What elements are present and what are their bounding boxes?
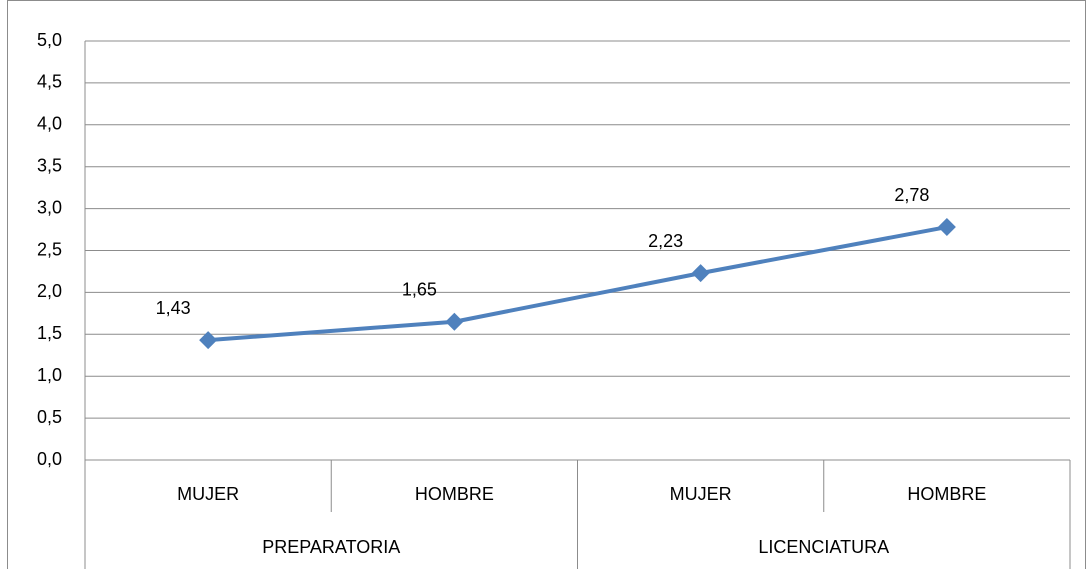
line xyxy=(207,225,948,343)
x-tick-label: MUJER xyxy=(670,484,732,504)
y-tick-label: 0,5 xyxy=(37,407,62,427)
data-label: 2,23 xyxy=(648,231,683,251)
y-tick-label: 2,5 xyxy=(37,239,62,259)
y-tick-label: 4,0 xyxy=(37,114,62,134)
y-tick-label: 1,0 xyxy=(37,365,62,385)
x-tick-label: MUJER xyxy=(177,484,239,504)
y-tick-label: 0,0 xyxy=(37,449,62,469)
y-tick-label: 5,0 xyxy=(37,30,62,50)
data-label: 2,78 xyxy=(894,185,929,205)
data-label: 1,43 xyxy=(156,298,191,318)
y-tick-label: 4,5 xyxy=(37,72,62,92)
y-tick-label: 2,0 xyxy=(37,281,62,301)
marker xyxy=(445,312,464,331)
group-label: LICENCIATURA xyxy=(758,537,889,557)
x-tick-label: HOMBRE xyxy=(415,484,494,504)
marker xyxy=(199,331,218,350)
marker xyxy=(691,264,710,283)
y-tick-label: 1,5 xyxy=(37,323,62,343)
marker xyxy=(937,218,956,237)
x-tick-label: HOMBRE xyxy=(907,484,986,504)
group-label: PREPARATORIA xyxy=(262,537,400,557)
y-tick-label: 3,5 xyxy=(37,155,62,175)
y-tick-label: 3,0 xyxy=(37,197,62,217)
data-label: 1,65 xyxy=(402,279,437,299)
